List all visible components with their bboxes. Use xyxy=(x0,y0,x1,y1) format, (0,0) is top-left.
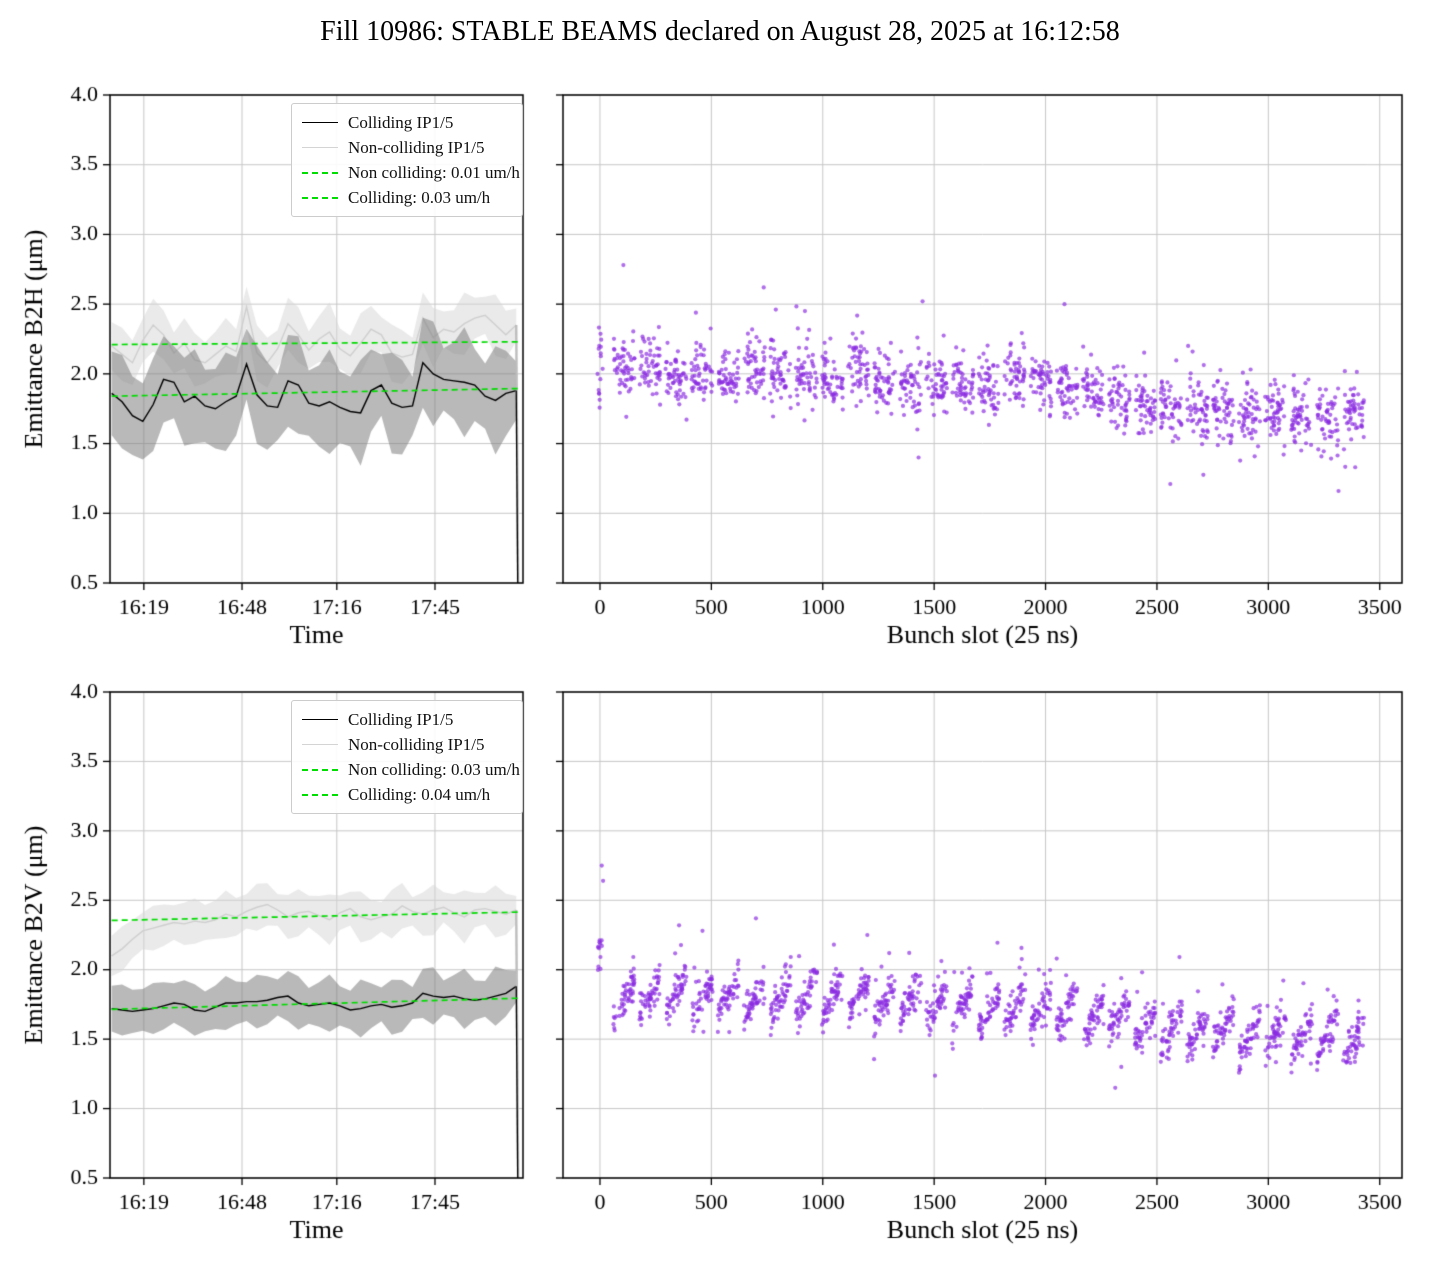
legend-item: Colliding IP1/5 xyxy=(302,709,512,730)
legend-item-label: Non colliding: 0.03 um/h xyxy=(348,759,520,779)
legend-item-label: Colliding: 0.03 um/h xyxy=(348,187,491,207)
legend-item: Non-colliding IP1/5 xyxy=(302,734,512,755)
non-colliding-line-swatch xyxy=(302,744,338,745)
legend-item-label: Non-colliding IP1/5 xyxy=(348,734,485,754)
colliding-fit-swatch xyxy=(302,196,338,199)
non-colliding-fit-swatch xyxy=(302,171,338,174)
legend-item: Non colliding: 0.01 um/h xyxy=(302,162,520,183)
colliding-fit-swatch xyxy=(302,793,338,796)
legend-item-label: Non-colliding IP1/5 xyxy=(348,137,485,157)
legend-item: Colliding: 0.03 um/h xyxy=(302,187,512,208)
non-colliding-fit-swatch xyxy=(302,768,338,771)
legend-item: Colliding IP1/5 xyxy=(302,112,512,133)
legend-item-label: Colliding: 0.04 um/h xyxy=(348,784,491,804)
legend-b2v: Colliding IP1/5 Non-colliding IP1/5 Non … xyxy=(291,700,523,814)
legend-item: Colliding: 0.04 um/h xyxy=(302,784,512,805)
legend-b2h: Colliding IP1/5 Non-colliding IP1/5 Non … xyxy=(291,103,523,217)
emittance-b2h-vs-bunch-slot-chart xyxy=(545,55,1440,648)
legend-item-label: Colliding IP1/5 xyxy=(348,112,454,132)
colliding-line-swatch xyxy=(302,122,338,123)
emittance-b2v-vs-bunch-slot-chart xyxy=(545,648,1440,1280)
non-colliding-line-swatch xyxy=(302,147,338,148)
legend-item: Non colliding: 0.03 um/h xyxy=(302,759,520,780)
legend-item: Non-colliding IP1/5 xyxy=(302,137,512,158)
figure-title: Fill 10986: STABLE BEAMS declared on Aug… xyxy=(320,16,1120,47)
colliding-line-swatch xyxy=(302,719,338,720)
legend-item-label: Colliding IP1/5 xyxy=(348,709,454,729)
legend-item-label: Non colliding: 0.01 um/h xyxy=(348,162,520,182)
